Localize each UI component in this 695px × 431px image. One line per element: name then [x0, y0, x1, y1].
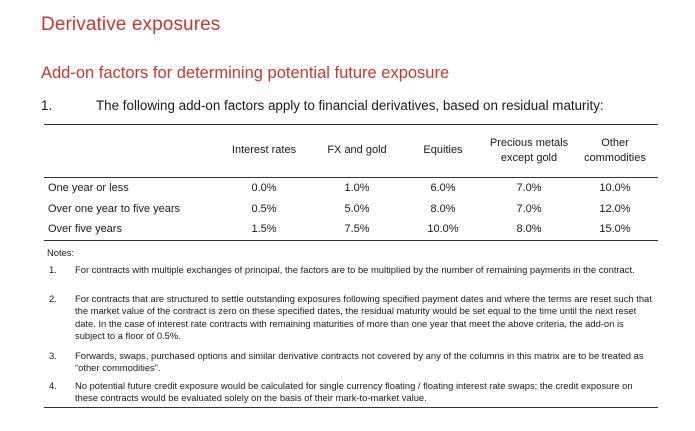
note-number: 1. — [49, 264, 57, 275]
note-item: 2. For contracts that are structured to … — [47, 293, 654, 343]
table-row: Over one year to five years 0.5% 5.0% 8.… — [44, 199, 658, 220]
add-on-factors-table: Interest rates FX and gold Equities Prec… — [44, 124, 658, 241]
page-title: Derivative exposures — [41, 14, 221, 35]
note-text: For contracts that are structured to set… — [75, 293, 652, 342]
paragraph-text: The following add-on factors apply to fi… — [96, 98, 604, 113]
note-number: 2. — [49, 293, 57, 304]
cell-interest-rates: 0.0% — [251, 182, 277, 195]
row-label: Over five years — [44, 219, 214, 241]
notes-heading: Notes: — [47, 247, 75, 258]
note-item: 4. No potential future credit exposure w… — [47, 380, 654, 405]
cell-fx-and-gold: 1.0% — [344, 182, 370, 195]
note-number: 4. — [49, 380, 57, 391]
table-row: One year or less 0.0% 1.0% 6.0% 7.0% 10.… — [44, 178, 658, 199]
header-fx-and-gold: FX and gold — [314, 124, 400, 178]
note-text: For contracts with multiple exchanges of… — [75, 264, 635, 275]
note-text: No potential future credit exposure woul… — [75, 380, 633, 404]
note-item: 1. For contracts with multiple exchanges… — [47, 264, 654, 276]
cell-other-commodities: 15.0% — [572, 219, 658, 241]
section-subtitle: Add-on factors for determining potential… — [41, 64, 450, 82]
table-row: Over five years 1.5% 7.5% 10.0% 8.0% 15.… — [44, 219, 658, 241]
cell-equities: 6.0% — [430, 182, 456, 195]
row-label: One year or less — [48, 182, 129, 195]
cell-fx-and-gold: 5.0% — [344, 202, 370, 215]
header-equities: Equities — [400, 124, 486, 178]
note-item: 3. Forwards, swaps, purchased options an… — [47, 350, 654, 375]
note-number: 3. — [49, 350, 57, 361]
row-label: Over one year to five years — [48, 202, 181, 215]
cell-interest-rates: 1.5% — [214, 219, 314, 241]
cell-precious-metals: 7.0% — [516, 202, 542, 215]
header-other-commodities: Other commodities — [572, 124, 658, 178]
table-header-row: Interest rates FX and gold Equities Prec… — [44, 124, 658, 178]
cell-equities: 8.0% — [430, 202, 456, 215]
header-interest-rates: Interest rates — [214, 124, 314, 178]
bottom-divider — [44, 407, 658, 408]
cell-equities: 10.0% — [400, 219, 486, 241]
cell-other-commodities: 10.0% — [599, 182, 631, 195]
header-maturity — [44, 124, 214, 178]
cell-interest-rates: 0.5% — [251, 202, 277, 215]
paragraph-number: 1. — [41, 98, 53, 113]
cell-precious-metals: 7.0% — [516, 182, 542, 195]
cell-other-commodities: 12.0% — [599, 202, 631, 215]
cell-precious-metals: 8.0% — [486, 219, 572, 241]
header-precious-metals: Precious metals except gold — [486, 124, 572, 178]
note-text: Forwards, swaps, purchased options and s… — [75, 350, 644, 374]
cell-fx-and-gold: 7.5% — [314, 219, 400, 241]
